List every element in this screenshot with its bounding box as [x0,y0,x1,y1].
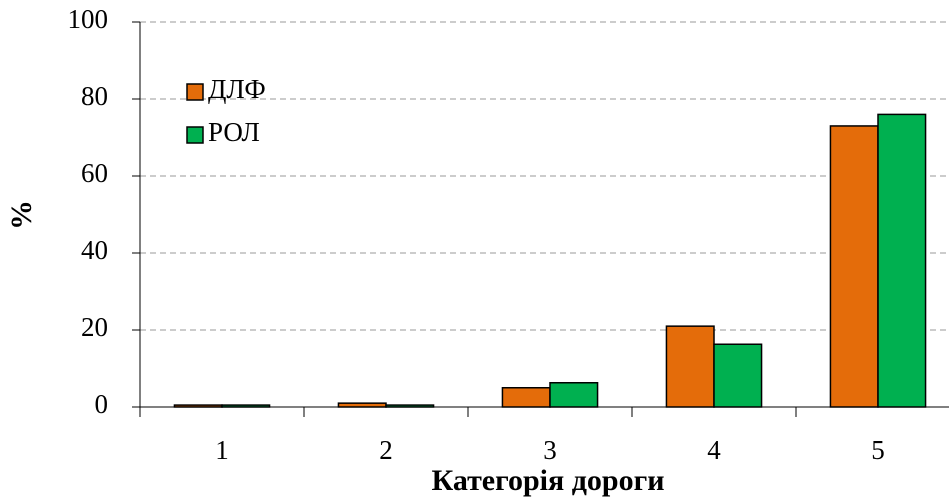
legend-label: ДЛФ [208,74,266,104]
bar [665,325,715,408]
y-tick-label: 40 [81,235,108,265]
x-tick-label: 5 [871,435,885,465]
bar [173,404,223,408]
x-tick-label: 1 [215,435,229,465]
y-tick-label: 100 [68,4,109,34]
bar [713,343,763,408]
x-tick-label: 4 [707,435,721,465]
bar [221,404,271,408]
x-tick-label: 2 [379,435,393,465]
legend-swatch [186,83,204,101]
y-tick-label: 60 [81,158,108,188]
y-tick-label: 80 [81,81,108,111]
bar [829,125,879,408]
legend-swatch [186,126,204,144]
x-tick-label: 3 [543,435,557,465]
y-axis-label: % [5,200,38,230]
bar [385,404,435,408]
y-tick-label: 0 [95,389,109,419]
bar [501,387,551,408]
bar [877,113,927,408]
legend-label: РОЛ [208,117,260,147]
y-tick-label: 20 [81,312,108,342]
x-axis-label: Категорія дороги [431,464,664,497]
bar [549,381,599,408]
bar [337,402,387,408]
